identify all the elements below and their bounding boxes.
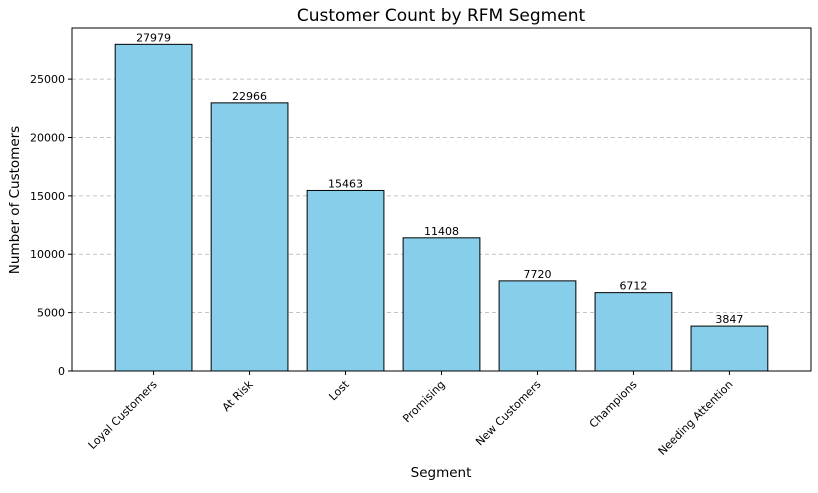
bar-promising (402, 237, 481, 372)
value-labels: 27979 22966 15463 11408 7720 6712 3847 (136, 31, 743, 326)
bar-lost (306, 189, 385, 372)
bar-value-label: 22966 (232, 90, 267, 103)
bar-value-label: 27979 (136, 31, 171, 44)
x-tick-label: Promising (400, 378, 447, 425)
bar-new-customers (498, 280, 577, 372)
x-tick-label: Needing Attention (656, 378, 736, 458)
y-axis-label: Number of Customers (7, 126, 23, 274)
x-tick-label: At Risk (220, 377, 256, 413)
bar-champions (594, 292, 673, 372)
x-tick-label: Champions (587, 378, 640, 431)
chart-title: Customer Count by RFM Segment (297, 6, 586, 26)
bar-needing-attention (690, 325, 769, 372)
x-axis-label: Segment (411, 465, 472, 481)
bar-value-label: 15463 (328, 177, 363, 190)
bar-value-label: 3847 (715, 313, 743, 326)
y-tick-label: 20000 (30, 131, 65, 144)
y-tick-label: 0 (58, 365, 65, 378)
y-tick-label: 5000 (37, 307, 65, 320)
y-tick-label: 10000 (30, 248, 65, 261)
x-tick-label: New Customers (473, 378, 544, 449)
y-axis-ticks: 0 5000 10000 15000 20000 25000 (30, 73, 72, 378)
bar-value-label: 7720 (523, 268, 551, 281)
x-tick-label: Lost (326, 377, 352, 403)
bar-value-label: 6712 (619, 280, 647, 293)
x-tick-label: Loyal Customers (86, 378, 160, 452)
bar-loyal-customers (114, 43, 193, 372)
x-axis-ticks: Loyal Customers At Risk Lost Promising New C… (86, 371, 736, 458)
bar-value-label: 11408 (424, 225, 459, 238)
y-tick-label: 25000 (30, 73, 65, 86)
bars (114, 43, 769, 372)
y-tick-label: 15000 (30, 190, 65, 203)
bar-at-risk (210, 102, 289, 372)
